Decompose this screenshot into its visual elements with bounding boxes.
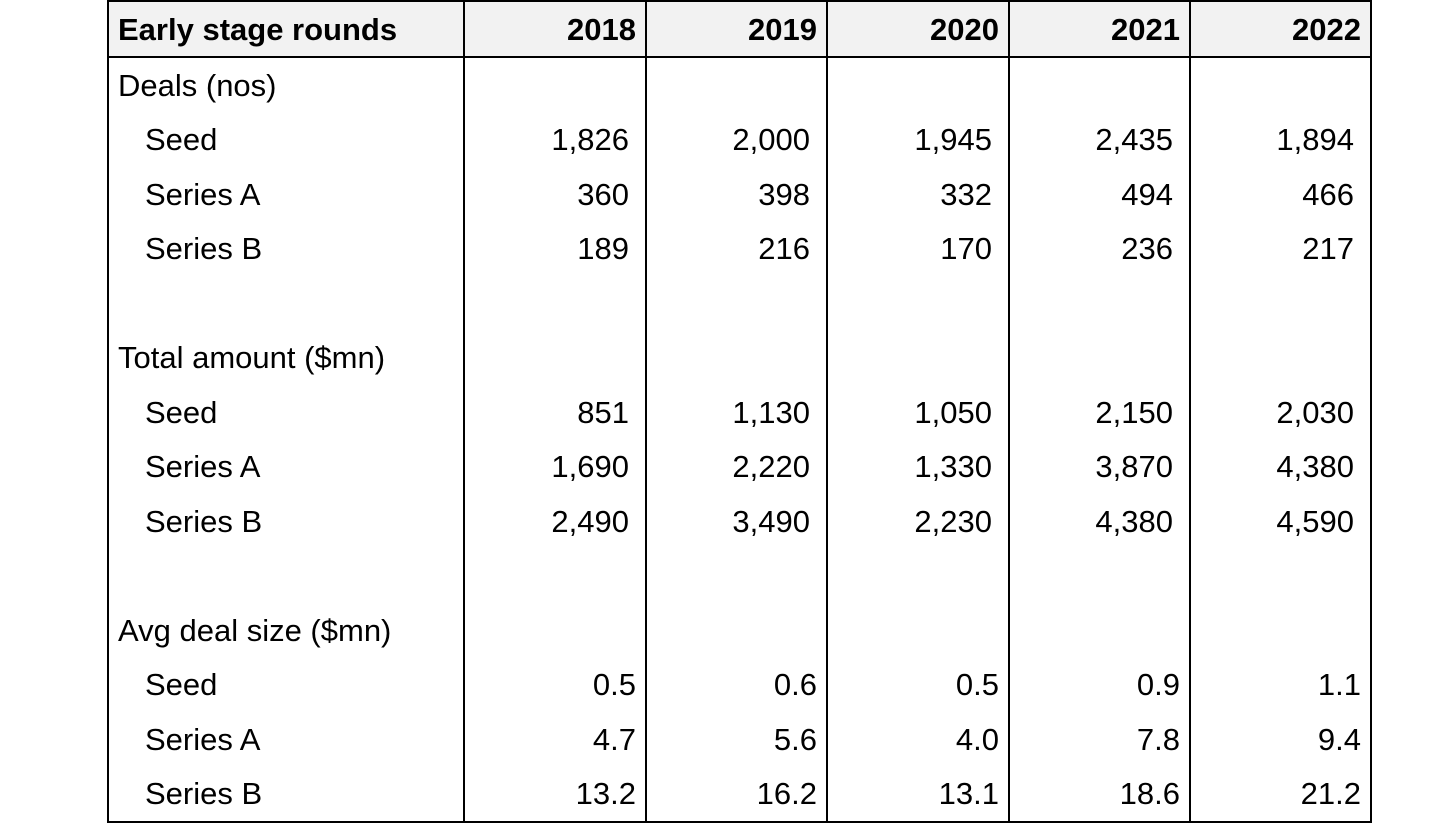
table-cell: 170 — [827, 222, 1009, 277]
table-cell: 5.6 — [646, 712, 827, 767]
header-row: Early stage rounds 2018 2019 2020 2021 2… — [108, 1, 1371, 57]
table-cell: 3,870 — [1009, 440, 1190, 495]
table-cell: 1.1 — [1190, 658, 1371, 713]
table-row: Seed 0.5 0.6 0.5 0.9 1.1 — [108, 658, 1371, 713]
year-header: 2020 — [827, 1, 1009, 57]
table-cell: 2,150 — [1009, 385, 1190, 440]
table-cell: 1,690 — [464, 440, 646, 495]
table-cell: 2,230 — [827, 494, 1009, 549]
year-header: 2019 — [646, 1, 827, 57]
early-stage-rounds-table-container: Early stage rounds 2018 2019 2020 2021 2… — [107, 0, 1370, 818]
row-label: Series B — [108, 767, 464, 823]
table-row: Series B 189 216 170 236 217 — [108, 222, 1371, 277]
table-cell: 1,050 — [827, 385, 1009, 440]
section-title: Total amount ($mn) — [108, 331, 464, 386]
table-cell: 1,894 — [1190, 113, 1371, 168]
table-cell: 236 — [1009, 222, 1190, 277]
table-cell: 2,030 — [1190, 385, 1371, 440]
section-title-row: Total amount ($mn) — [108, 331, 1371, 386]
table-cell: 0.6 — [646, 658, 827, 713]
table-row: Series B 13.2 16.2 13.1 18.6 21.2 — [108, 767, 1371, 823]
table-cell: 4.7 — [464, 712, 646, 767]
table-row: Seed 1,826 2,000 1,945 2,435 1,894 — [108, 113, 1371, 168]
table-title: Early stage rounds — [108, 1, 464, 57]
table-row: Series A 1,690 2,220 1,330 3,870 4,380 — [108, 440, 1371, 495]
table-cell: 4,380 — [1009, 494, 1190, 549]
table-cell: 466 — [1190, 167, 1371, 222]
table-cell: 360 — [464, 167, 646, 222]
table-cell: 1,945 — [827, 113, 1009, 168]
table-row: Series A 4.7 5.6 4.0 7.8 9.4 — [108, 712, 1371, 767]
section-title-row: Deals (nos) — [108, 57, 1371, 113]
year-header: 2022 — [1190, 1, 1371, 57]
table-cell: 2,490 — [464, 494, 646, 549]
table-cell: 3,490 — [646, 494, 827, 549]
table-cell: 1,330 — [827, 440, 1009, 495]
row-label: Seed — [108, 658, 464, 713]
spacer-row — [108, 276, 1371, 331]
table-cell: 0.5 — [464, 658, 646, 713]
row-label: Series B — [108, 222, 464, 277]
table-cell: 494 — [1009, 167, 1190, 222]
spacer-row — [108, 549, 1371, 604]
table-cell: 398 — [646, 167, 827, 222]
table-cell: 1,826 — [464, 113, 646, 168]
table-cell: 16.2 — [646, 767, 827, 823]
table-cell: 1,130 — [646, 385, 827, 440]
year-header: 2021 — [1009, 1, 1190, 57]
row-label: Series A — [108, 167, 464, 222]
table-cell: 13.2 — [464, 767, 646, 823]
table-cell: 21.2 — [1190, 767, 1371, 823]
row-label: Series A — [108, 440, 464, 495]
table-cell: 2,220 — [646, 440, 827, 495]
table-cell: 2,000 — [646, 113, 827, 168]
table-cell: 216 — [646, 222, 827, 277]
table-cell: 189 — [464, 222, 646, 277]
table-row: Series B 2,490 3,490 2,230 4,380 4,590 — [108, 494, 1371, 549]
table-cell: 18.6 — [1009, 767, 1190, 823]
section-title: Avg deal size ($mn) — [108, 603, 464, 658]
table-row: Series A 360 398 332 494 466 — [108, 167, 1371, 222]
table-cell: 851 — [464, 385, 646, 440]
table-cell: 7.8 — [1009, 712, 1190, 767]
table-cell: 0.5 — [827, 658, 1009, 713]
table-cell: 9.4 — [1190, 712, 1371, 767]
early-stage-rounds-table: Early stage rounds 2018 2019 2020 2021 2… — [107, 0, 1372, 823]
table-cell: 0.9 — [1009, 658, 1190, 713]
section-title: Deals (nos) — [108, 57, 464, 113]
year-header: 2018 — [464, 1, 646, 57]
table-cell: 217 — [1190, 222, 1371, 277]
table-cell: 4.0 — [827, 712, 1009, 767]
row-label: Series B — [108, 494, 464, 549]
table-cell: 4,590 — [1190, 494, 1371, 549]
table-row: Seed 851 1,130 1,050 2,150 2,030 — [108, 385, 1371, 440]
table-cell: 13.1 — [827, 767, 1009, 823]
table-cell: 4,380 — [1190, 440, 1371, 495]
table-cell: 332 — [827, 167, 1009, 222]
section-title-row: Avg deal size ($mn) — [108, 603, 1371, 658]
table-cell: 2,435 — [1009, 113, 1190, 168]
row-label: Seed — [108, 385, 464, 440]
row-label: Series A — [108, 712, 464, 767]
row-label: Seed — [108, 113, 464, 168]
